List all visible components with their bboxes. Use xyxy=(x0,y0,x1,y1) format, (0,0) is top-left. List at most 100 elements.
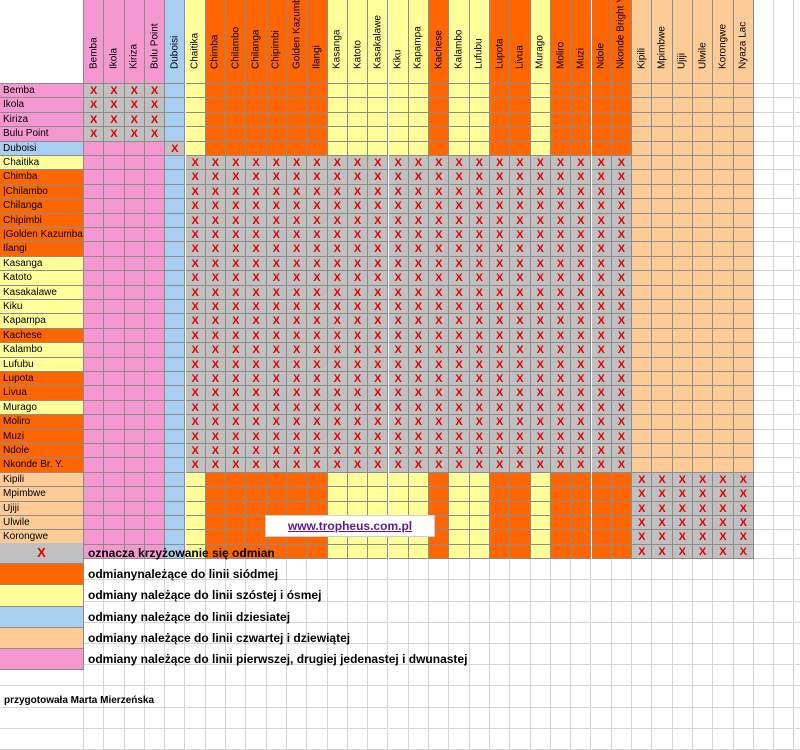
empty-cell xyxy=(754,271,774,285)
matrix-cell xyxy=(713,127,733,141)
cross-cell: X xyxy=(592,199,612,213)
cross-mark: X xyxy=(652,545,671,558)
cross-cell: X xyxy=(551,444,571,458)
empty-cell xyxy=(795,199,800,213)
empty-cell xyxy=(632,729,652,750)
empty-cell xyxy=(774,623,794,644)
matrix-cell xyxy=(693,444,713,458)
cross-mark: X xyxy=(226,156,245,169)
cross-cell: X xyxy=(470,242,490,256)
cross-cell: X xyxy=(307,343,327,357)
matrix-cell xyxy=(592,545,612,559)
matrix-cell xyxy=(673,98,693,112)
cross-cell: X xyxy=(652,516,672,530)
column-header-label: Bulu Point xyxy=(149,23,160,69)
matrix-cell xyxy=(734,329,754,343)
matrix-cell xyxy=(713,386,733,400)
cross-mark: X xyxy=(449,314,468,327)
cross-mark: X xyxy=(368,314,387,327)
matrix-cell xyxy=(84,314,104,328)
cross-cell: X xyxy=(531,257,551,271)
cross-mark: X xyxy=(206,228,225,241)
empty-cell xyxy=(246,686,266,707)
cross-mark: X xyxy=(389,415,408,428)
cross-mark: X xyxy=(307,214,326,227)
cross-cell: X xyxy=(571,314,591,328)
cross-mark: X xyxy=(429,314,448,327)
cross-cell: X xyxy=(307,386,327,400)
cross-mark: X xyxy=(307,228,326,241)
cross-mark: X xyxy=(429,156,448,169)
cross-cell: X xyxy=(368,329,388,343)
cross-mark: X xyxy=(632,545,651,558)
cross-cell: X xyxy=(429,343,449,357)
empty-cell xyxy=(754,686,774,707)
empty-cell xyxy=(652,729,672,750)
matrix-cell xyxy=(409,113,429,127)
cross-mark: X xyxy=(307,314,326,327)
matrix-cell xyxy=(429,545,449,559)
matrix-cell xyxy=(104,314,124,328)
cross-cell: X xyxy=(125,98,145,112)
cross-cell: X xyxy=(713,530,733,544)
empty-cell xyxy=(571,602,591,623)
matrix-cell xyxy=(246,127,266,141)
matrix-cell xyxy=(490,545,510,559)
cross-cell: X xyxy=(490,300,510,314)
matrix-cell xyxy=(673,170,693,184)
cross-cell: X xyxy=(510,214,530,228)
cross-mark: X xyxy=(612,386,631,399)
website-link[interactable]: www.tropheus.com.pl xyxy=(265,515,435,537)
cross-mark: X xyxy=(429,228,448,241)
cross-mark: X xyxy=(246,185,265,198)
empty-cell xyxy=(186,708,206,729)
empty-cell xyxy=(673,686,693,707)
empty-cell xyxy=(246,729,266,750)
cross-mark: X xyxy=(470,300,489,313)
cross-mark: X xyxy=(287,386,306,399)
cross-mark: X xyxy=(510,386,529,399)
matrix-cell xyxy=(673,444,693,458)
cross-mark: X xyxy=(612,185,631,198)
cross-cell: X xyxy=(693,473,713,487)
cross-cell: X xyxy=(389,415,409,429)
cross-cell: X xyxy=(389,242,409,256)
empty-cell xyxy=(389,580,409,601)
cross-mark: X xyxy=(246,300,265,313)
cross-mark: X xyxy=(673,473,692,486)
matrix-cell xyxy=(713,286,733,300)
cross-mark: X xyxy=(449,386,468,399)
cross-cell: X xyxy=(734,545,754,559)
matrix-cell xyxy=(592,127,612,141)
cross-cell: X xyxy=(571,401,591,415)
cross-cell: X xyxy=(571,415,591,429)
cross-mark: X xyxy=(551,156,570,169)
matrix-cell xyxy=(389,545,409,559)
cross-cell: X xyxy=(510,286,530,300)
cross-cell: X xyxy=(429,386,449,400)
column-header: Kasanga xyxy=(328,0,348,84)
cross-cell: X xyxy=(307,329,327,343)
matrix-cell xyxy=(652,458,672,472)
cross-mark: X xyxy=(490,156,509,169)
cross-cell: X xyxy=(713,545,733,559)
cross-mark: X xyxy=(409,199,428,212)
cross-cell: X xyxy=(328,300,348,314)
cross-mark: X xyxy=(734,516,753,529)
empty-cell xyxy=(612,729,632,750)
cross-cell: X xyxy=(713,516,733,530)
cross-mark: X xyxy=(348,214,367,227)
cross-cell: X xyxy=(206,214,226,228)
empty-cell xyxy=(774,228,794,242)
empty-cell xyxy=(754,372,774,386)
empty-cell xyxy=(0,729,84,750)
cross-cell: X xyxy=(449,257,469,271)
cross-cell: X xyxy=(734,487,754,501)
empty-cell xyxy=(348,729,368,750)
empty-cell xyxy=(754,142,774,156)
matrix-cell xyxy=(186,84,206,98)
legend-text: odmiany należące do linii dziesiatej xyxy=(88,607,290,627)
matrix-cell xyxy=(186,516,206,530)
cross-cell: X xyxy=(612,300,632,314)
cross-mark: X xyxy=(612,358,631,371)
